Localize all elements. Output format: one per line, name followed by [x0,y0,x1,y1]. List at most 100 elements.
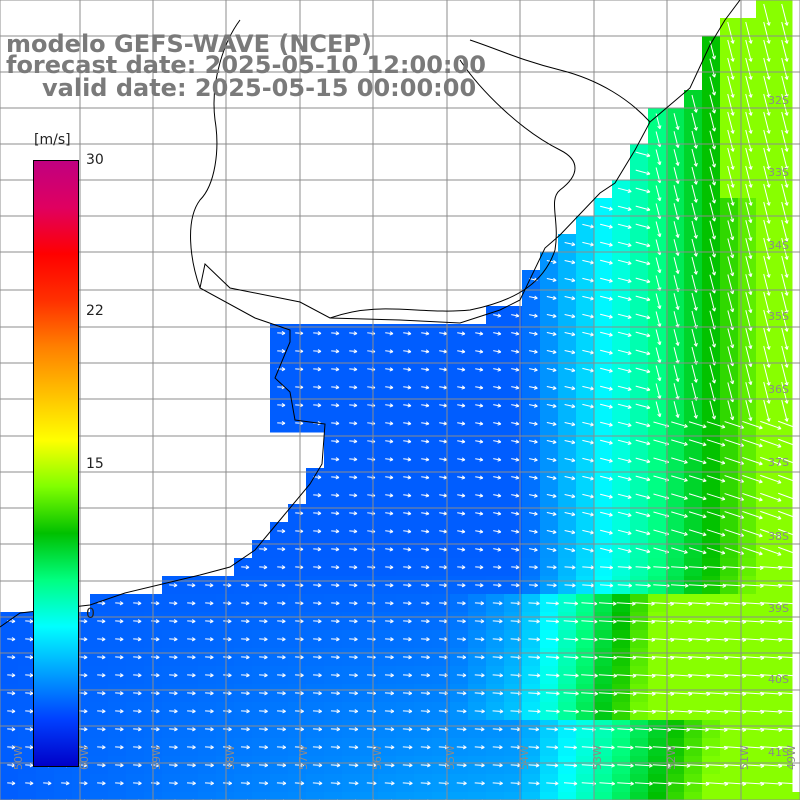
wind-arrow [655,293,661,309]
wind-arrow [367,548,376,551]
wind-arrow-head [353,403,358,406]
wind-arrow [511,386,519,389]
wind-arrow [709,364,716,384]
wind-arrow-head [389,421,394,425]
wind-arrow-head [750,417,753,421]
wind-arrow-head [647,279,651,283]
wind-arrow-head [228,781,233,784]
wind-arrow-head [609,530,613,534]
wind-arrow-head [228,763,232,766]
wind-arrow [763,147,770,170]
wind-arrow [706,511,726,518]
wind-arrow-head [407,493,412,497]
wind-arrow [528,710,541,713]
wind-arrow [741,638,764,641]
wind-arrow-head [264,691,268,694]
wind-arrow-head [318,763,323,766]
wind-arrow [669,674,692,677]
wind-arrow [600,475,613,480]
wind-arrow [385,512,394,515]
wind-arrow-head [407,565,412,568]
wind-arrow [511,476,519,479]
wind-arrow [691,130,697,149]
wind-arrow [727,364,734,385]
wind-arrow [384,692,394,694]
wind-arrow-head [571,476,576,480]
wind-arrow [330,728,340,730]
wind-arrow [709,94,716,114]
wind-arrow [651,692,674,695]
wind-arrow [564,403,576,408]
wind-arrow-head [389,385,394,389]
wind-arrow-head [553,421,557,425]
wind-arrow [528,458,538,461]
wind-arrow [759,602,782,605]
wind-arrow-head [497,583,502,586]
lon-label: 50W [12,745,25,770]
wind-arrow-head [389,511,394,515]
wind-arrow-head [571,296,576,300]
wind-arrow-head [536,601,540,604]
wind-arrow-head [336,763,341,766]
wind-arrow-head [695,180,698,185]
wind-arrow-head [722,514,726,518]
wind-arrow-head [426,619,430,622]
wind-arrow [781,399,788,422]
wind-arrow-head [609,476,613,480]
wind-arrow [97,782,106,784]
wind-arrow [331,368,340,370]
wind-arrow [745,129,752,152]
wind-arrow-head [786,363,789,368]
wind-arrow [366,674,376,676]
wind-arrow [169,728,178,730]
wind-arrow [294,728,304,730]
wind-arrow [727,111,734,134]
wind-arrow-head [191,601,196,604]
wind-arrow [546,314,557,318]
wind-arrow-head [336,691,340,694]
wind-arrow [778,528,800,538]
wind-arrow-head [778,533,782,538]
wind-arrow [670,782,691,785]
wind-arrow-head [354,763,359,766]
wind-arrow-head [463,781,467,784]
lat-label: 33S [768,166,789,179]
wind-arrow [705,710,728,713]
wind-arrow [671,584,689,587]
wind-arrow [777,656,800,659]
wind-arrow [727,93,734,116]
wind-arrow-head [786,237,789,242]
wind-arrow [313,404,322,406]
wind-arrow [403,368,412,371]
wind-arrow-head [425,421,430,425]
wind-arrow-head [227,619,232,622]
wind-arrow [564,475,576,480]
wind-arrow [403,620,412,622]
wind-arrow-head [137,655,142,658]
wind-arrow-head [732,218,735,223]
wind-arrow [366,710,376,712]
wind-arrow-head [768,165,771,170]
wind-arrow-head [480,619,485,622]
wind-arrow-head [750,237,753,241]
wind-arrow [616,692,637,695]
wind-arrow [277,602,286,604]
wind-arrow [187,620,196,622]
wind-arrow [635,439,651,445]
wind-arrow-head [228,745,232,748]
wind-arrow [581,692,598,695]
wind-arrow-head [796,601,800,605]
wind-arrow-head [246,691,250,694]
wind-arrow [600,349,613,354]
wind-arrow-head [156,673,160,676]
wind-arrow-head [647,583,651,587]
wind-arrow-head [630,763,634,767]
wind-arrow [295,674,304,676]
wind-arrow-head [119,691,124,694]
speed-cell [738,792,757,800]
wind-arrow [43,782,52,784]
wind-arrow-head [768,255,771,260]
wind-arrow-head [463,763,467,766]
wind-arrow-head [479,511,484,515]
wind-arrow-head [389,349,394,353]
